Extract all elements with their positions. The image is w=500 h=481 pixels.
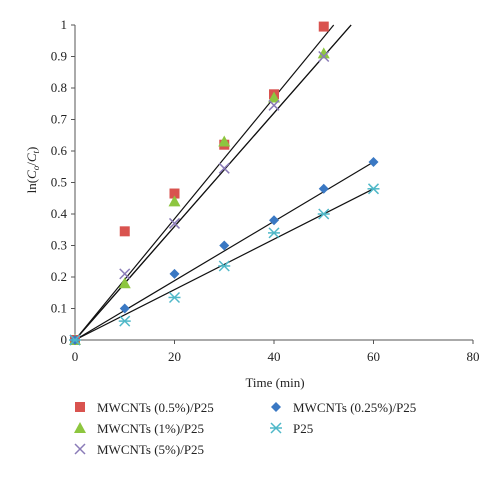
point-series-4-5 [317,208,330,220]
y-title-ct: C [24,153,39,162]
trend-line-series-0 [74,24,335,341]
trend-lines [74,24,374,341]
y-title-c0: C [24,170,39,179]
point-series-3-3 [219,240,230,251]
point-series-4-3 [218,260,231,272]
point-series-0-1 [119,226,130,237]
point-series-4-4 [268,227,280,239]
legend-marker [75,402,85,412]
point-series-2-1 [119,268,131,280]
y-title-c0-sub: o [31,165,41,170]
point-series-2-4 [268,99,280,111]
y-tick-label: 0.9 [51,49,67,64]
point-series-3-1 [119,303,130,314]
point-series-1-3 [218,135,231,147]
legend-marker [74,443,86,455]
point-series-3-2 [169,268,180,279]
y-axis-title: ln(Co/Ct) [24,147,41,194]
legend-item: MWCNTs (5%)/P25 [74,442,204,457]
trend-line-series-2 [74,24,352,341]
x-tick-label: 0 [72,349,79,364]
x-tick-label: 80 [467,349,480,364]
x-tick-label: 60 [367,349,380,364]
axes [71,24,474,344]
y-tick-label: 0.5 [51,175,67,190]
tick-labels: 0 0.1 0.2 0.3 0.4 0.5 0.6 0.7 0.8 0.9 1 0 20 40 60 80 [51,17,480,364]
point-series-2-2 [168,217,181,229]
legend-item: MWCNTs (1%)/P25 [74,421,204,436]
x-tick-label: 20 [168,349,181,364]
y-tick-label: 0.1 [51,301,67,316]
point-series-3-4 [269,215,279,226]
point-series-1-5 [317,47,330,59]
x-axis-title: Time (min) [245,375,304,390]
legend-label: MWCNTs (5%)/P25 [97,442,204,457]
point-series-0-2 [169,188,180,199]
legend: MWCNTs (0.5%)/P25 MWCNTs (1%)/P25 MWCNTs (… [74,400,416,457]
trend-line-series-3 [74,161,374,341]
y-tick-label: 0.6 [51,143,68,158]
y-title-close: ) [24,147,39,151]
x-tick-label: 40 [268,349,281,364]
point-series-4-1 [118,315,131,327]
legend-label: MWCNTs (0.25%)/P25 [293,400,416,415]
y-title-ln: ln( [24,179,39,193]
point-series-1-2 [168,195,181,207]
y-tick-label: 0.2 [51,269,67,284]
y-tick-label: 0.3 [51,238,67,253]
legend-label: MWCNTs (1%)/P25 [97,421,204,436]
legend-marker [271,402,281,412]
point-series-3-5 [318,183,329,194]
y-tick-label: 0.7 [51,112,68,127]
y-tick-label: 0.8 [51,80,67,95]
legend-item: MWCNTs (0.25%)/P25 [271,400,416,415]
y-title-ct-sub: t [31,150,41,153]
point-series-0-5 [318,21,329,32]
legend-marker [74,422,86,433]
point-series-4-2 [168,291,181,304]
legend-item: MWCNTs (0.5%)/P25 [75,400,214,415]
point-series-2-3 [218,162,230,174]
y-tick-label: 1 [61,17,68,32]
legend-label: MWCNTs (0.5%)/P25 [97,400,214,415]
point-series-1-4 [268,91,280,103]
point-series-3-6 [368,157,379,168]
data-markers [69,21,380,346]
legend-marker [270,422,282,434]
point-series-4-6 [367,183,380,195]
y-tick-label: 0.4 [51,206,68,221]
y-tick-label: 0 [61,332,68,347]
legend-item: P25 [270,421,313,436]
trend-line-series-4 [74,188,374,341]
point-series-2-5 [318,50,330,63]
legend-label: P25 [293,421,313,436]
point-series-1-1 [118,277,131,289]
point-series-4-0 [69,334,81,346]
y-title-slash: / [24,162,39,166]
